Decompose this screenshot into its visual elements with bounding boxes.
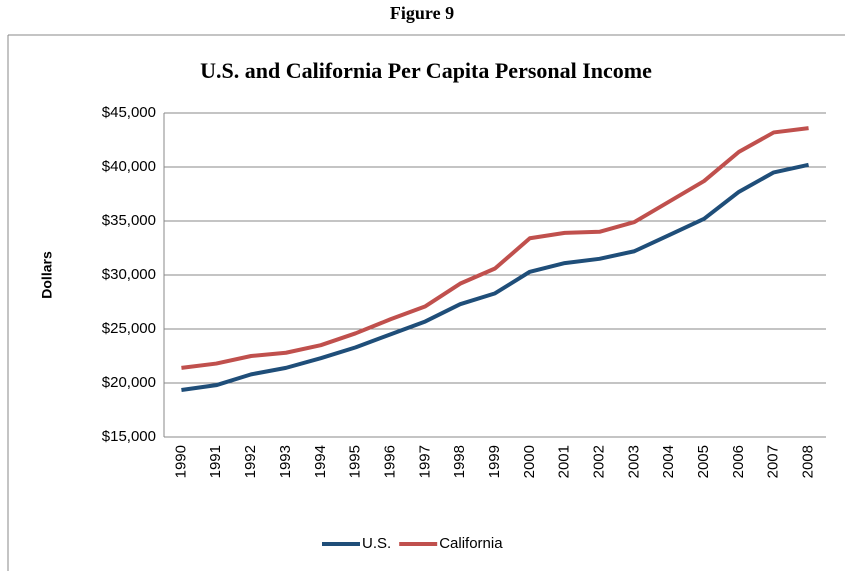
x-tick-label: 2005 — [695, 445, 712, 478]
x-tick-label: 1999 — [486, 445, 503, 478]
series-line — [181, 126, 809, 370]
y-tick-label: $35,000 — [102, 212, 156, 229]
x-tick-label: 1998 — [451, 445, 468, 478]
legend-label: California — [439, 535, 503, 552]
series-line — [181, 162, 810, 393]
x-tick-label: 2001 — [556, 445, 573, 478]
x-tick-label: 1990 — [172, 445, 189, 478]
legend-label: U.S. — [362, 535, 391, 552]
y-tick-label: $40,000 — [102, 158, 156, 175]
x-tick-label: 2008 — [800, 445, 817, 478]
x-tick-label: 1993 — [277, 445, 294, 478]
x-tick-label: 2002 — [590, 445, 607, 478]
x-tick-label: 1994 — [312, 445, 329, 478]
y-axis-label: Dollars — [39, 251, 55, 299]
x-tick-label: 2000 — [521, 445, 538, 478]
x-tick-label: 2007 — [765, 445, 782, 478]
x-tick-label: 1991 — [207, 445, 224, 478]
x-tick-label: 1997 — [416, 445, 433, 478]
x-tick-label: 1992 — [242, 445, 259, 478]
x-tick-label: 2004 — [660, 445, 677, 478]
x-tick-label: 2003 — [625, 445, 642, 478]
x-tick-label: 2006 — [730, 445, 747, 478]
chart-title: U.S. and California Per Capita Personal … — [200, 58, 652, 83]
y-tick-label: $15,000 — [102, 428, 156, 445]
y-tick-label: $30,000 — [102, 266, 156, 283]
y-tick-label: $45,000 — [102, 104, 156, 121]
figure-label: Figure 9 — [390, 3, 454, 23]
x-tick-label: 1996 — [381, 445, 398, 478]
y-tick-label: $25,000 — [102, 320, 156, 337]
y-tick-label: $20,000 — [102, 374, 156, 391]
x-tick-label: 1995 — [347, 445, 364, 478]
